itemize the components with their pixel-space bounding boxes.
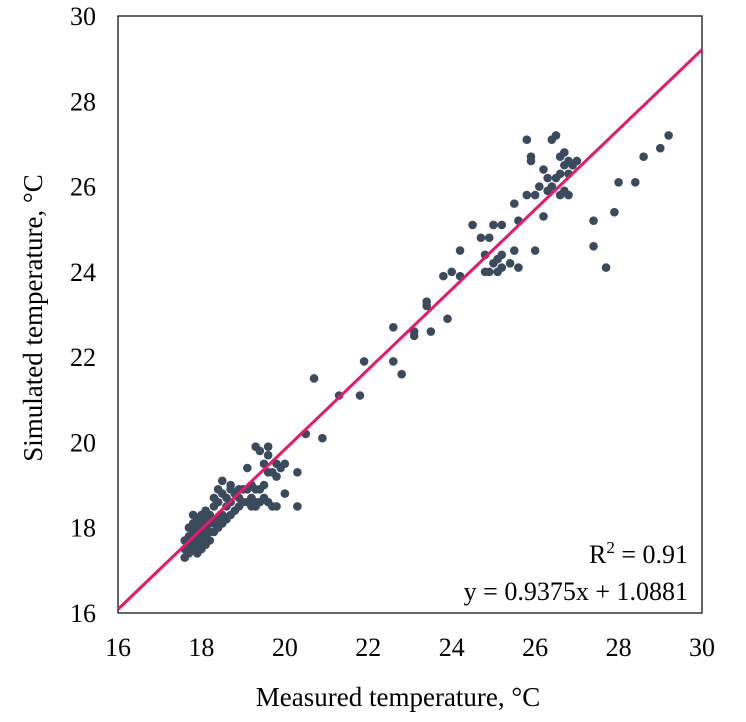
data-point (226, 480, 235, 490)
data-point (293, 467, 302, 477)
y-tick-label: 30 (70, 2, 96, 31)
data-point (497, 220, 507, 230)
y-axis-title: Simulated temperature, °C (18, 174, 48, 461)
data-point (439, 271, 448, 281)
data-point (484, 233, 494, 243)
fit-line (116, 48, 704, 611)
y-tick-label: 28 (70, 87, 96, 116)
data-points (180, 131, 673, 562)
data-point (309, 374, 319, 383)
data-point (359, 357, 369, 366)
data-point (422, 297, 431, 307)
data-point (630, 178, 640, 187)
data-point (547, 182, 557, 191)
data-point (476, 233, 486, 243)
data-point (389, 322, 398, 332)
y-tick-label: 26 (70, 173, 96, 202)
r2-superscript: 2 (606, 538, 615, 557)
x-tick-label: 24 (439, 633, 465, 662)
data-point (293, 502, 302, 511)
r2-value: = 0.91 (615, 540, 688, 569)
y-tick-label: 24 (70, 258, 96, 287)
data-point (259, 480, 269, 490)
y-tick-label: 16 (70, 599, 96, 628)
data-point (560, 148, 569, 157)
data-point (205, 510, 215, 520)
data-point (522, 190, 532, 200)
data-point (572, 156, 582, 166)
data-point (551, 131, 561, 140)
data-point (535, 182, 544, 191)
data-point (514, 263, 523, 272)
data-point (217, 476, 227, 486)
data-point (539, 165, 548, 174)
data-point (509, 199, 519, 208)
data-point (272, 502, 281, 511)
x-tick-label: 18 (188, 633, 214, 662)
plot-area-frame (117, 15, 703, 614)
data-point (443, 314, 452, 324)
x-tick-label: 16 (105, 633, 131, 662)
data-point (389, 357, 398, 366)
data-point (263, 442, 273, 451)
data-point (272, 472, 281, 481)
data-point (530, 246, 540, 255)
data-point (497, 250, 507, 260)
data-point (397, 369, 406, 379)
data-point (614, 178, 623, 187)
data-point (355, 391, 365, 400)
data-point (280, 489, 290, 498)
data-point (539, 212, 548, 221)
y-tick-label: 20 (70, 428, 96, 457)
data-point (213, 497, 223, 507)
y-tick-label: 22 (70, 343, 96, 372)
data-point (655, 143, 665, 153)
x-tick-label: 20 (272, 633, 298, 662)
x-tick-label: 22 (355, 633, 381, 662)
data-point (639, 152, 648, 162)
data-point (664, 131, 673, 140)
data-point (589, 216, 598, 225)
x-tick-label: 28 (606, 633, 632, 662)
data-point (530, 190, 540, 200)
r2-base: R (589, 540, 607, 569)
data-point (255, 446, 265, 456)
x-axis-title: Measured temperature, °C (256, 682, 540, 712)
x-tick-label: 30 (689, 633, 715, 662)
data-point (497, 263, 507, 272)
y-tick-label: 18 (70, 514, 96, 543)
data-point (522, 135, 532, 144)
data-point (426, 327, 436, 336)
data-point (280, 459, 290, 469)
data-point (263, 450, 273, 460)
data-point (243, 463, 252, 473)
x-tick-label: 26 (522, 633, 548, 662)
x-axis-ticks: 16 18 20 22 24 26 28 30 (105, 633, 715, 662)
data-point (509, 246, 519, 255)
data-point (484, 267, 494, 277)
data-point (505, 259, 515, 268)
data-point (589, 241, 598, 251)
r2-annotation: R2 = 0.91 (589, 538, 688, 569)
y-axis-ticks: 16 18 20 22 24 26 28 30 (70, 2, 96, 628)
data-point (610, 207, 619, 217)
data-point (318, 433, 327, 443)
data-point (555, 169, 565, 179)
data-point (205, 536, 215, 545)
data-point (543, 173, 552, 183)
data-point (601, 263, 611, 272)
data-point (447, 267, 457, 277)
data-point (564, 190, 573, 200)
data-point (489, 220, 498, 230)
equation-annotation: y = 0.9375x + 1.0881 (464, 577, 688, 606)
data-point (526, 152, 536, 162)
data-point (455, 246, 465, 255)
data-point (468, 220, 477, 230)
